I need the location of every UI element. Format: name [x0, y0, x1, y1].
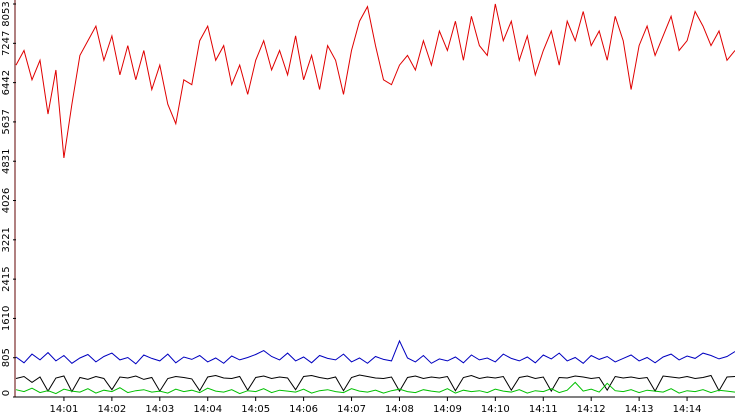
series-line — [15, 374, 735, 393]
x-tick-label: 14:09 — [433, 404, 462, 415]
series-line — [15, 381, 735, 395]
series-line — [15, 339, 735, 365]
y-tick-label: 5637 — [1, 109, 12, 134]
x-tick-label: 14:05 — [241, 404, 270, 415]
x-tick-label: 14:04 — [193, 404, 222, 415]
x-tick-label: 14:01 — [50, 404, 79, 415]
y-tick-label: 3221 — [1, 227, 12, 252]
y-tick-label: 805 — [1, 348, 12, 367]
x-tick-label: 14:12 — [577, 404, 606, 415]
x-tick-label: 14:10 — [481, 404, 510, 415]
x-tick-label: 14:13 — [625, 404, 654, 415]
x-tick-label: 14:03 — [145, 404, 174, 415]
x-tick-label: 14:11 — [529, 404, 558, 415]
x-tick-label: 14:02 — [97, 404, 126, 415]
y-tick-label: 4026 — [1, 188, 12, 213]
y-tick-label: 6442 — [1, 70, 12, 95]
y-tick-label: 1610 — [1, 306, 12, 331]
x-tick-label: 14:08 — [385, 404, 414, 415]
y-tick-label: 7247 — [1, 31, 12, 56]
y-tick-label: 2415 — [1, 266, 12, 291]
x-tick-label: 14:07 — [337, 404, 366, 415]
y-tick-label: 8053 — [1, 1, 12, 26]
y-tick-label: 0 — [1, 390, 12, 396]
series-line — [15, 3, 735, 158]
x-tick-label: 14:14 — [673, 404, 702, 415]
y-tick-label: 4831 — [1, 149, 12, 174]
x-tick-label: 14:06 — [289, 404, 318, 415]
